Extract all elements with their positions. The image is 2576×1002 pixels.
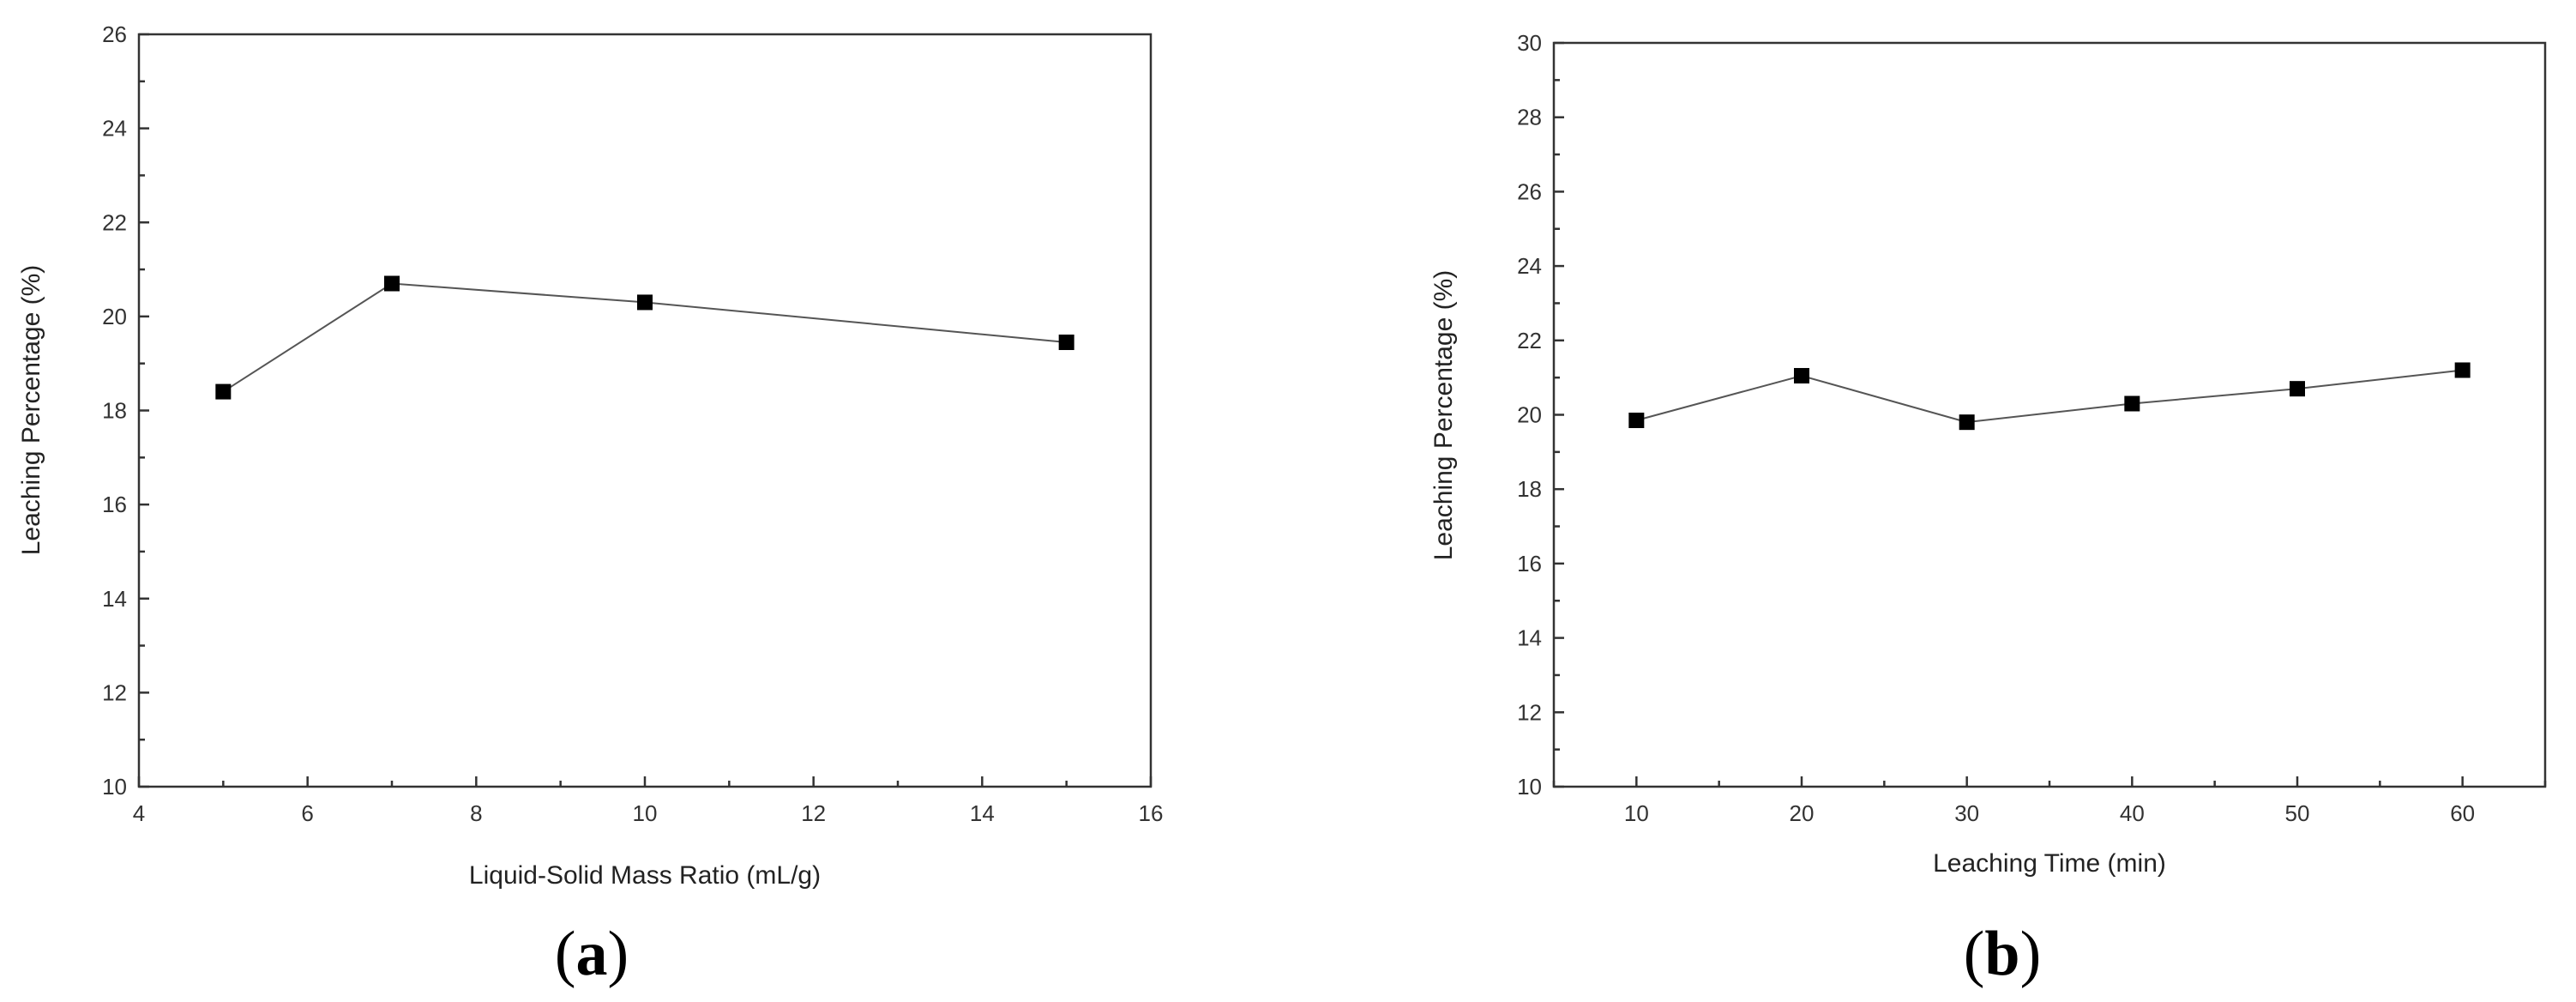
- panel-a-caption-letter: a: [576, 919, 608, 989]
- panel-b-tick-labels: 10 20 30 40 50 60 10 12 14 16 18 20 22 24 26 28 30: [1517, 30, 2475, 826]
- x-tick-label: 16: [1139, 800, 1164, 826]
- y-tick-label: 22: [1517, 328, 1542, 353]
- panel-a: 4 6 8 10 12 14 16 10 12 14 16 18 20 22 24 26 Liquid-Sol…: [17, 21, 1163, 989]
- data-point: [215, 383, 232, 400]
- x-tick-label: 4: [133, 800, 145, 826]
- panel-a-series: [215, 275, 1074, 400]
- panel-a-caption: (a): [555, 919, 629, 989]
- data-point: [637, 294, 653, 311]
- data-point: [1058, 335, 1074, 351]
- data-point: [2290, 381, 2305, 397]
- y-tick-label: 14: [102, 586, 127, 612]
- panel-a-tick-labels: 4 6 8 10 12 14 16 10 12 14 16 18 20 22 24 26: [102, 21, 1163, 826]
- x-tick-label: 30: [1954, 800, 1979, 826]
- y-tick-label: 24: [1517, 253, 1542, 279]
- y-tick-label: 20: [1517, 402, 1542, 428]
- x-tick-label: 6: [301, 800, 313, 826]
- panel-b-ticks: [1552, 41, 2547, 788]
- x-tick-label: 14: [970, 800, 995, 826]
- y-tick-label: 24: [102, 116, 127, 142]
- panel-b-caption: (b): [1964, 919, 2041, 989]
- series-line: [1636, 369, 2463, 424]
- x-tick-label: 40: [2120, 800, 2145, 826]
- panel-b-x-axis-title: Leaching Time (min): [1933, 849, 2166, 878]
- data-point: [2124, 395, 2140, 412]
- data-point: [384, 275, 400, 292]
- panel-a-x-axis-title: Liquid-Solid Mass Ratio (mL/g): [469, 861, 821, 890]
- data-point: [1794, 367, 1809, 383]
- series-line: [222, 282, 1067, 393]
- panel-b-y-axis-title: Leaching Percentage (%): [1429, 270, 1458, 561]
- y-tick-label: 16: [102, 492, 127, 517]
- y-tick-label: 10: [102, 774, 127, 800]
- panel-b: 10 20 30 40 50 60 10 12 14 16 18 20 22 24 26 28 30 Leach…: [1429, 30, 2547, 989]
- data-point: [1628, 413, 1645, 429]
- y-tick-label: 26: [1517, 178, 1542, 204]
- y-tick-label: 10: [1517, 774, 1542, 800]
- data-point: [1959, 414, 1975, 431]
- y-tick-label: 16: [1517, 551, 1542, 576]
- panel-b-caption-letter: b: [1984, 919, 2019, 989]
- x-tick-label: 12: [801, 800, 826, 826]
- x-tick-label: 60: [2450, 800, 2475, 826]
- y-tick-label: 26: [102, 21, 127, 47]
- x-tick-label: 50: [2285, 800, 2310, 826]
- y-tick-label: 18: [102, 398, 127, 424]
- panel-b-series: [1628, 362, 2471, 431]
- x-tick-label: 20: [1790, 800, 1815, 826]
- panel-b-plot-frame: [1552, 41, 2547, 788]
- x-tick-label: 8: [470, 800, 482, 826]
- y-tick-label: 12: [102, 679, 127, 705]
- data-point: [2454, 362, 2471, 378]
- y-tick-label: 20: [102, 304, 127, 329]
- panel-a-plot-frame: [137, 33, 1153, 788]
- y-tick-label: 12: [1517, 699, 1542, 725]
- x-tick-label: 10: [633, 800, 658, 826]
- y-tick-label: 18: [1517, 476, 1542, 502]
- y-tick-label: 14: [1517, 625, 1542, 651]
- y-tick-label: 30: [1517, 30, 1542, 56]
- x-tick-label: 10: [1624, 800, 1649, 826]
- panel-a-y-axis-title: Leaching Percentage (%): [17, 265, 45, 556]
- panel-a-ticks: [137, 33, 1153, 788]
- y-tick-label: 28: [1517, 105, 1542, 130]
- y-tick-label: 22: [102, 209, 127, 235]
